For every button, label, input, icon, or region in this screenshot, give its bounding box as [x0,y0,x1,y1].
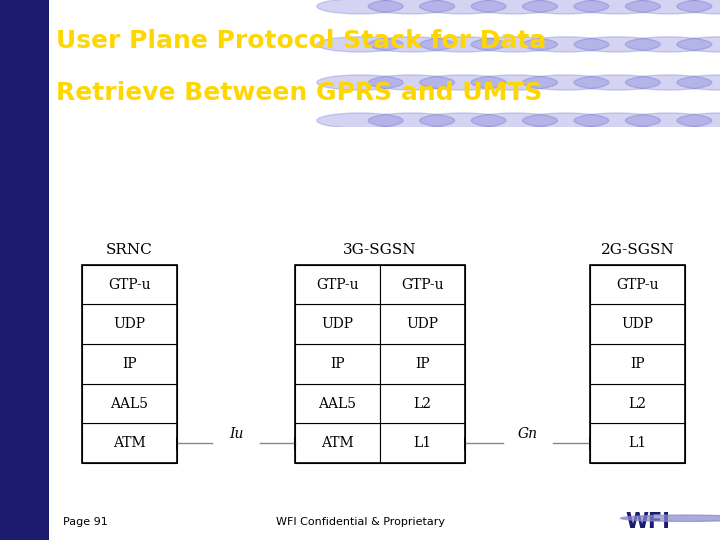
Text: User Plane Protocol Stack for Data: User Plane Protocol Stack for Data [56,29,546,52]
Text: WFI Confidential & Proprietary: WFI Confidential & Proprietary [276,517,444,528]
Circle shape [317,113,403,128]
Text: Iu: Iu [229,427,243,441]
Circle shape [420,37,506,52]
Circle shape [368,113,454,128]
Text: GTP-u: GTP-u [401,278,444,292]
Text: UDP: UDP [322,318,354,331]
Text: GTP-u: GTP-u [616,278,659,292]
Circle shape [471,75,557,90]
Circle shape [523,37,609,52]
Bar [380,384,465,423]
Bar [380,344,465,384]
Text: ATM: ATM [113,436,146,450]
Circle shape [368,37,454,52]
Circle shape [677,37,720,52]
Bar [590,265,685,463]
Circle shape [621,515,720,522]
Text: WFI: WFI [626,512,670,532]
Bar [380,305,465,344]
Bar [295,305,380,344]
Text: L1: L1 [629,436,647,450]
Text: IP: IP [330,357,345,371]
Bar [0,505,49,540]
Circle shape [471,113,557,128]
Text: 3G-SGSN: 3G-SGSN [343,243,417,257]
Bar [380,423,465,463]
Bar [82,423,177,463]
Bar [0,127,49,505]
Bar [295,265,380,305]
Circle shape [626,37,712,52]
Text: IP: IP [415,357,430,371]
Circle shape [626,0,712,14]
Circle shape [523,75,609,90]
Circle shape [471,37,557,52]
Circle shape [420,0,506,14]
Text: L1: L1 [413,436,431,450]
Bar [295,384,380,423]
Bar [82,384,177,423]
Bar [0,0,49,127]
Text: L2: L2 [413,396,431,410]
Circle shape [626,113,712,128]
Text: SRNC: SRNC [106,243,153,257]
Text: IP: IP [630,357,645,371]
Text: IP: IP [122,357,137,371]
Bar [82,265,177,305]
Bar [82,344,177,384]
Circle shape [523,0,609,14]
Circle shape [574,113,660,128]
Text: UDP: UDP [114,318,145,331]
Circle shape [523,113,609,128]
Text: UDP: UDP [407,318,438,331]
Text: AAL5: AAL5 [318,396,356,410]
Circle shape [626,75,712,90]
Circle shape [574,75,660,90]
Bar [590,305,685,344]
Text: UDP: UDP [621,318,654,331]
Text: 2G-SGSN: 2G-SGSN [600,243,675,257]
Bar [82,265,177,463]
Circle shape [368,75,454,90]
Bar [82,305,177,344]
Circle shape [317,0,403,14]
Text: ATM: ATM [321,436,354,450]
Circle shape [420,113,506,128]
Circle shape [677,113,720,128]
Circle shape [677,75,720,90]
Bar [295,423,380,463]
Bar [590,265,685,305]
Text: Retrieve Between GPRS and UMTS: Retrieve Between GPRS and UMTS [56,80,543,105]
Circle shape [368,0,454,14]
Text: L2: L2 [629,396,647,410]
Text: AAL5: AAL5 [110,396,148,410]
Circle shape [574,0,660,14]
Bar [590,423,685,463]
Text: GTP-u: GTP-u [108,278,150,292]
Bar [590,344,685,384]
Circle shape [471,0,557,14]
Circle shape [317,75,403,90]
Bar [380,265,465,305]
Text: GTP-u: GTP-u [316,278,359,292]
Bar [590,384,685,423]
Circle shape [420,75,506,90]
Text: Page 91: Page 91 [63,517,108,528]
Bar [295,265,465,463]
Circle shape [317,37,403,52]
Circle shape [574,37,660,52]
Circle shape [677,0,720,14]
Bar [295,344,380,384]
Text: Gn: Gn [518,427,538,441]
